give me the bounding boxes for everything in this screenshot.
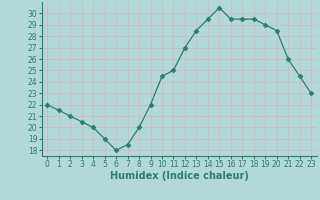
X-axis label: Humidex (Indice chaleur): Humidex (Indice chaleur): [110, 171, 249, 181]
